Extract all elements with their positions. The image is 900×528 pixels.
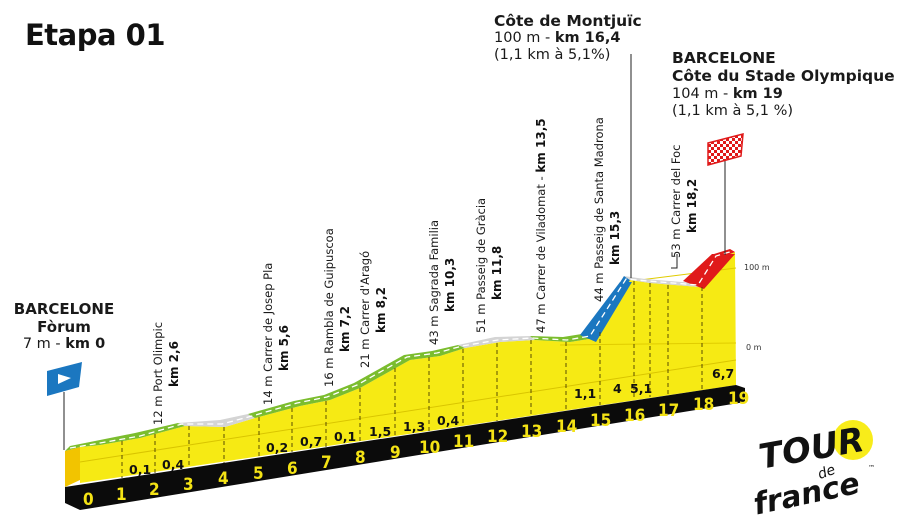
- profile-area: [80, 252, 736, 483]
- km-tick: 0: [83, 490, 94, 510]
- gradient-labels: 0,1 0,4 0,2 0,7 0,1 1,5 1,3 0,4 1,1 4 5,…: [129, 366, 734, 477]
- waypoint-passeig-gracia: 51 m Passeig de Gràcia: [474, 198, 488, 333]
- km-tick: 1: [116, 485, 127, 505]
- km-tick: 9: [390, 443, 401, 463]
- logo-de: de: [816, 462, 838, 483]
- start-label: BARCELONE Fòrum 7 m - km 0: [8, 300, 120, 353]
- km-tick: 11: [453, 432, 474, 452]
- climb-montjuic-alt: 100 m -: [494, 30, 555, 47]
- gradient-label: 0,1: [334, 429, 356, 444]
- waypoint-carrer-del-foc-km: km 18,2: [685, 179, 699, 233]
- logo-sun-icon: [833, 420, 873, 460]
- waypoint-sagrada-familia-km: km 10,3: [443, 258, 457, 312]
- gradient-label: 0,4: [437, 413, 459, 428]
- waypoint-josep-pla: 14 m Carrer de Josep Pla: [261, 263, 275, 405]
- contour-line-0m: [559, 342, 737, 346]
- road-segment-false-flat: [178, 414, 255, 427]
- km-tick: 3: [183, 475, 194, 495]
- altitude-0m-label: 0 m: [746, 343, 762, 352]
- climb-montjuic-alt-km: 100 m - km 16,4: [494, 30, 642, 47]
- start-place: Fòrum: [37, 317, 91, 336]
- climb-montjuic-km: km 16,4: [554, 30, 621, 47]
- gradient-label: 1,5: [369, 424, 391, 439]
- waypoint-rambla-guipuscoa-km: km 7,2: [338, 306, 352, 352]
- waypoint-santa-madrona-km: km 15,3: [608, 211, 622, 265]
- finish-label: BARCELONE Côte du Stade Olympique 104 m …: [672, 49, 895, 120]
- profile-side-face: [65, 447, 80, 487]
- gradient-label: 1,3: [403, 419, 425, 434]
- stage-title: Etapa 01: [25, 18, 166, 52]
- gradient-label: 0,1: [129, 462, 151, 477]
- waypoint-carrer-arago: 21 m Carrer d'Aragó: [358, 251, 372, 368]
- road-segment-flat-2: [248, 345, 465, 418]
- km-tick: 2: [149, 480, 160, 500]
- carrer-del-foc-marker: [671, 254, 678, 269]
- km-tick: 17: [658, 401, 679, 421]
- gradient-label: 6,7: [712, 366, 734, 381]
- gradient-label: 0,4: [162, 457, 184, 472]
- gradient-label: 1,1: [574, 386, 596, 401]
- start-alt-km: 7 m - km 0: [8, 336, 120, 353]
- waypoint-port-olimpic-km: km 2,6: [167, 341, 181, 387]
- gradient-label: 0,7: [300, 434, 322, 449]
- start-flag-icon: [47, 362, 82, 396]
- waypoint-sagrada-familia: 43 m Sagrada Familia: [427, 220, 441, 345]
- waypoint-carrer-viladomat: 47 m Carrer de Viladomat - km 13,5: [534, 118, 548, 333]
- waypoint-carrer-del-foc: 53 m Carrer del Foc: [669, 145, 683, 258]
- waypoint-rambla-guipuscoa: 16 m Rambla de Guipuscoa: [322, 228, 336, 387]
- waypoint-santa-madrona: 44 m Passeig de Santa Madrona: [592, 117, 606, 302]
- km-tick: 10: [419, 438, 440, 458]
- km-tick: 14: [556, 417, 577, 437]
- gradient-label: 5,1: [630, 381, 652, 396]
- km-tick: 6: [287, 459, 298, 479]
- road-segment-flat-3: [530, 333, 595, 342]
- finish-alt-km: 104 m - km 19: [672, 86, 895, 103]
- finish-climb-name: Côte du Stade Olympique: [672, 67, 895, 86]
- km-tick: 19: [728, 389, 749, 409]
- km-tick: 12: [487, 427, 508, 447]
- gradient-label: 4: [613, 381, 622, 396]
- km-tick: 7: [321, 453, 332, 473]
- climb-montjuic-name: Côte de Montjuïc: [494, 12, 642, 30]
- final-climb-face: [683, 254, 735, 289]
- km-tick: 4: [218, 469, 229, 489]
- waypoint-josep-pla-km: km 5,6: [277, 325, 291, 371]
- waypoint-labels: 12 m Port Olimpic km 2,6 14 m Carrer de …: [151, 117, 699, 425]
- profile-base: [65, 385, 745, 510]
- finish-detail: (1,1 km à 5,1 %): [672, 102, 794, 119]
- start-km: km 0: [65, 336, 106, 353]
- finish-km: km 19: [732, 85, 783, 102]
- climb-montjuic-detail: (1,1 km à 5,1%): [494, 47, 611, 64]
- waypoint-passeig-gracia-km: km 11,8: [490, 246, 504, 300]
- contour-line: [79, 359, 737, 463]
- tour-de-france-logo: TOUR de france ™: [750, 420, 875, 515]
- start-city: BARCELONE: [13, 300, 115, 318]
- gradient-label: 0,2: [266, 440, 288, 455]
- climb-montjuic-label: Côte de Montjuïc 100 m - km 16,4 (1,1 km…: [494, 12, 642, 65]
- km-tick: 15: [590, 411, 611, 431]
- logo-tm: ™: [868, 464, 875, 472]
- finish-alt: 104 m -: [672, 85, 733, 102]
- road-centerline: [69, 250, 734, 449]
- km-tick-labels: 0 1 2 3 4 5 6 7 8 9 10 11 12 13 14 15 16…: [83, 389, 749, 510]
- start-alt: 7 m -: [22, 336, 66, 353]
- finish-city: BARCELONE: [672, 49, 776, 67]
- km-tick: 16: [624, 406, 645, 426]
- montjuic-climb-face: [580, 282, 632, 342]
- km-tick: 8: [355, 448, 366, 468]
- km-tick: 5: [253, 464, 264, 484]
- waypoint-port-olimpic: 12 m Port Olimpic: [151, 322, 165, 425]
- km-dividers: [121, 281, 703, 478]
- finish-checkered-flag-icon: [707, 133, 744, 166]
- waypoint-carrer-arago-km: km 8,2: [374, 287, 388, 333]
- km-tick: 13: [521, 422, 542, 442]
- km-tick: 18: [693, 395, 714, 415]
- altitude-100m-label: 100 m: [744, 263, 770, 272]
